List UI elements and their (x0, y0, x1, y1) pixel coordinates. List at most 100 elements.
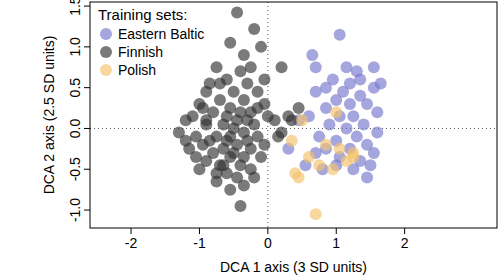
point (361, 98, 373, 110)
point (245, 61, 257, 73)
point (214, 94, 226, 106)
point (341, 122, 353, 134)
point (310, 86, 322, 98)
point (197, 102, 209, 114)
point (190, 151, 202, 163)
x-tick (404, 228, 405, 234)
point (364, 159, 376, 171)
point (341, 61, 353, 73)
x-tick (131, 228, 132, 234)
points (173, 7, 387, 221)
legend-label: Finnish (118, 44, 163, 60)
point (234, 106, 246, 118)
point (255, 151, 267, 163)
y-tick (84, 210, 90, 211)
x-tick-label: 2 (401, 235, 409, 251)
legend-label: Polish (118, 62, 156, 78)
point (262, 110, 274, 122)
point (221, 110, 233, 122)
point (327, 163, 339, 175)
point (248, 23, 260, 35)
point (255, 41, 267, 53)
point (180, 135, 192, 147)
point (258, 139, 270, 151)
y-tick (84, 6, 90, 7)
y-axis-label: DCA 2 axis (2.5 SD units) (41, 36, 57, 195)
point (241, 135, 253, 147)
point (252, 102, 264, 114)
y-tick-label: 0.5 (67, 78, 83, 98)
point (334, 29, 346, 41)
y-tick-label: 1.0 (67, 37, 83, 57)
point (228, 147, 240, 159)
point (293, 171, 305, 183)
point (252, 86, 264, 98)
point (204, 78, 216, 90)
y-tick (84, 87, 90, 88)
point (234, 65, 246, 77)
point (272, 131, 284, 143)
y-tick-label: 0.0 (67, 119, 83, 139)
point (358, 118, 370, 130)
point (310, 208, 322, 220)
x-tick (267, 228, 268, 234)
point (296, 114, 308, 126)
point (306, 49, 318, 61)
point (334, 143, 346, 155)
point (368, 147, 380, 159)
point (204, 135, 216, 147)
legend-swatch (100, 46, 112, 58)
legend-swatch (100, 64, 112, 76)
point (347, 110, 359, 122)
point (180, 114, 192, 126)
point (351, 131, 363, 143)
legend-title: Training sets: (98, 6, 187, 23)
x-tick (199, 228, 200, 234)
y-tick-label: -0.5 (67, 157, 83, 181)
legend-label: Eastern Baltic (118, 26, 204, 42)
point (320, 102, 332, 114)
x-tick-label: 0 (264, 235, 272, 251)
point (330, 106, 342, 118)
point (320, 139, 332, 151)
point (231, 7, 243, 19)
frame (90, 2, 497, 228)
point (286, 135, 298, 147)
h-reference-line (90, 128, 497, 129)
point (211, 61, 223, 73)
point (276, 61, 288, 73)
point (327, 74, 339, 86)
point (193, 163, 205, 175)
point (303, 151, 315, 163)
y-tick (84, 169, 90, 170)
point (234, 159, 246, 171)
point (330, 94, 342, 106)
y-tick-label: -1.0 (67, 198, 83, 222)
point (228, 86, 240, 98)
point (323, 118, 335, 130)
point (354, 74, 366, 86)
point (371, 127, 383, 139)
point (361, 171, 373, 183)
point (293, 102, 305, 114)
point (286, 114, 298, 126)
x-tick (336, 228, 337, 234)
x-tick-label: -2 (125, 235, 138, 251)
point (221, 135, 233, 147)
chart: -2-1012-1.0-0.50.00.51.01.5DCA 1 axis (3… (0, 0, 500, 280)
point (258, 74, 270, 86)
point (228, 122, 240, 134)
y-tick (84, 46, 90, 47)
point (368, 61, 380, 73)
point (248, 171, 260, 183)
point (224, 37, 236, 49)
point (234, 200, 246, 212)
point (310, 61, 322, 73)
point (200, 114, 212, 126)
point (344, 98, 356, 110)
point (238, 180, 250, 192)
point (241, 78, 253, 90)
x-axis-label: DCA 1 axis (3 SD units) (220, 259, 367, 275)
point (211, 167, 223, 179)
y-tick (84, 128, 90, 129)
